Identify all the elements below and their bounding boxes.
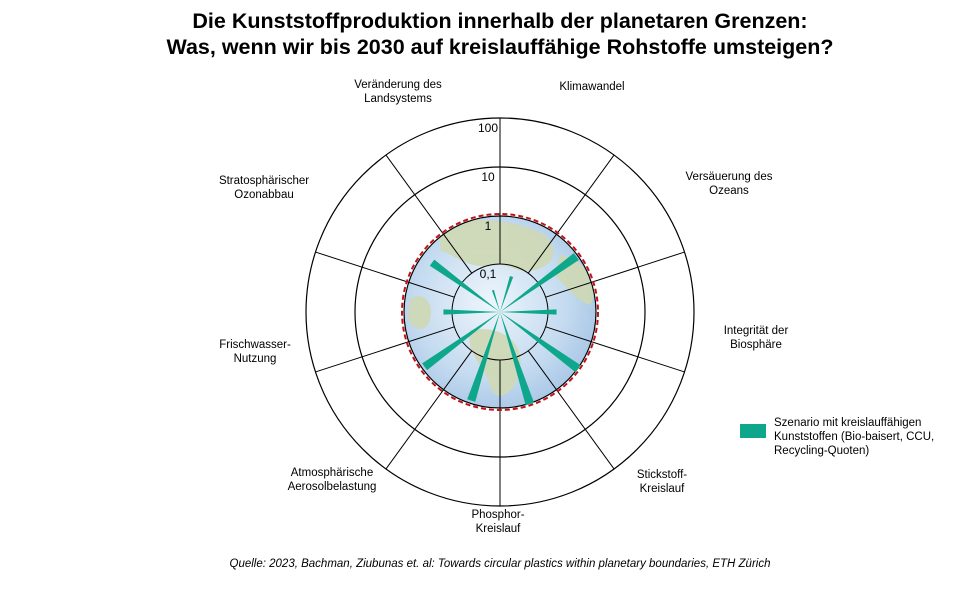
grid-spoke <box>527 350 615 470</box>
title-line-2: Was, wenn wir bis 2030 auf kreislauffähi… <box>166 35 834 59</box>
grid-spoke <box>385 154 473 274</box>
bar-7 <box>443 309 500 315</box>
sector-labels: Klimawandel Versäuerung des Ozeans Integrit… <box>219 79 789 535</box>
sector-label-8: Veränderung des Landsystems <box>354 79 442 105</box>
sector-label-7: Stratosphärischer Ozonabbau <box>219 175 309 201</box>
bar-2 <box>500 309 557 315</box>
chart-title: Die Kunststoffproduktion innerhalb der p… <box>0 8 960 60</box>
legend-swatch <box>740 424 766 438</box>
sector-label-4: Phosphor-Kreislauf <box>471 509 524 535</box>
source-note: Quelle: 2023, Bachman, Ziubunas et. al: … <box>229 558 771 570</box>
boundary-circle <box>401 213 599 411</box>
bar-1 <box>500 253 579 312</box>
grid-spoke <box>385 350 473 470</box>
sector-label-5: Atmosphärische Aerosolbelastung <box>288 467 377 493</box>
tick-label-2: 10 <box>481 170 495 184</box>
bar-5 <box>467 312 500 402</box>
radial-tick-labels: 0,1 1 10 100 <box>478 121 498 281</box>
sector-label-2: Integrität der Biosphäre <box>724 325 789 351</box>
bar-9 <box>491 289 500 312</box>
grid-spoke <box>315 326 455 373</box>
tick-label-0: 0,1 <box>480 267 497 281</box>
bar-4 <box>500 312 535 406</box>
title-line-1: Die Kunststoffproduktion innerhalb der p… <box>192 9 808 33</box>
grid-spoke <box>315 251 455 298</box>
bar-3 <box>500 312 581 373</box>
sector-label-1: Versäuerung des Ozeans <box>686 171 773 197</box>
grid-spoke <box>545 251 685 298</box>
sector-label-6: Frischwasser-Nutzung <box>219 339 291 365</box>
bar-8 <box>429 259 500 312</box>
sector-label-0: Klimawandel <box>559 81 624 93</box>
grid-spoke <box>527 154 615 274</box>
data-bars <box>422 253 581 406</box>
bar-6 <box>422 312 500 371</box>
sector-label-3: Stickstoff-Kreislauf <box>637 469 687 495</box>
bar-0 <box>500 275 514 312</box>
legend-label: Szenario mit kreislauffähigen Kunststoff… <box>774 417 935 457</box>
tick-label-3: 100 <box>478 121 498 135</box>
grid-spoke <box>545 326 685 373</box>
tick-label-1: 1 <box>485 219 492 233</box>
